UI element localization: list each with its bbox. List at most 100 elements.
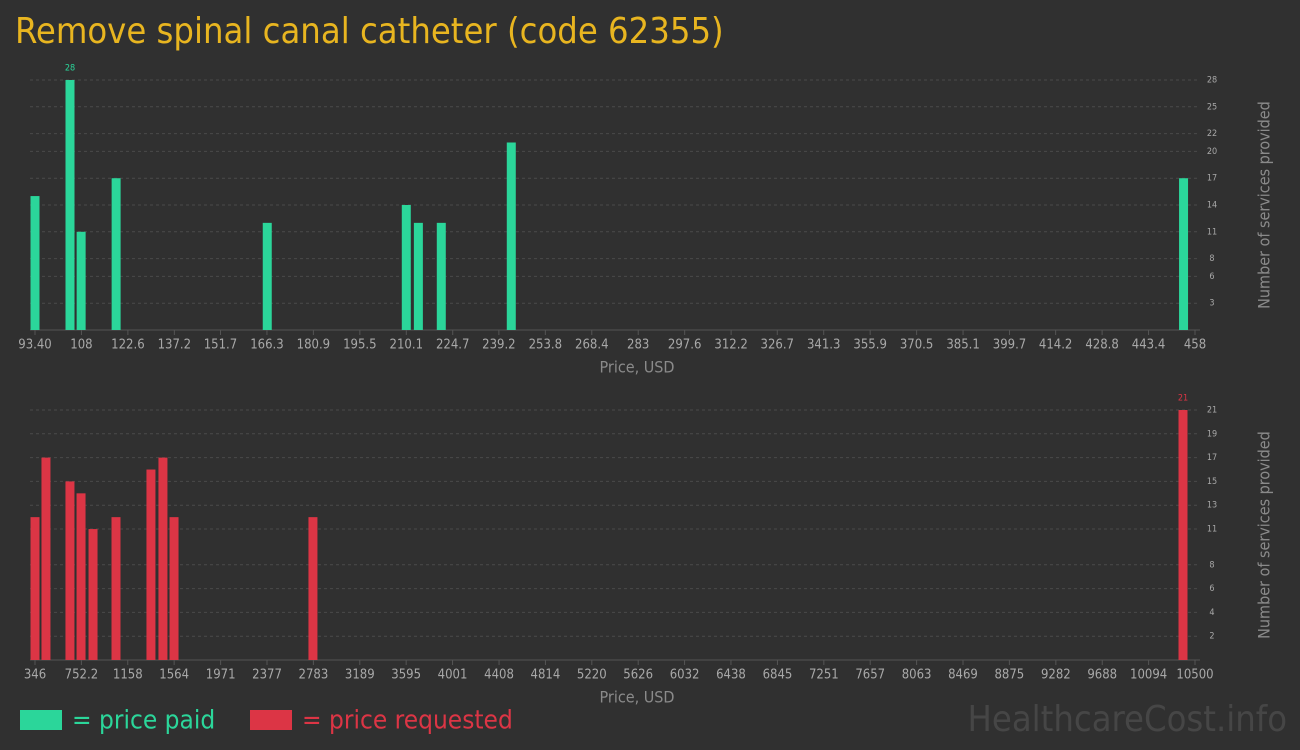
bar [436, 222, 446, 330]
x-tick-label: 8875 [994, 668, 1024, 683]
x-tick-label: 312.2 [714, 338, 747, 353]
x-tick-label: 399.7 [993, 338, 1026, 353]
x-tick-label: 239.2 [482, 338, 515, 353]
x-tick-label: 253.8 [529, 338, 562, 353]
x-tick-label: 180.9 [297, 338, 330, 353]
x-tick-label: 195.5 [343, 338, 376, 353]
bar [146, 469, 156, 660]
bar [65, 481, 75, 660]
y-tick-label: 4 [1209, 608, 1214, 618]
bar [30, 517, 40, 660]
x-tick-label: 346 [24, 668, 46, 683]
bar [76, 231, 86, 330]
x-tick-label: 6032 [670, 668, 700, 683]
x-tick-label: 326.7 [761, 338, 794, 353]
x-tick-label: 8469 [948, 668, 978, 683]
data-label: 21 [1178, 394, 1188, 404]
x-tick-label: 752.2 [65, 668, 98, 683]
x-tick-label: 7657 [855, 668, 885, 683]
x-tick-label: 9282 [1041, 668, 1071, 683]
x-tick-label: 428.8 [1085, 338, 1118, 353]
y-tick-label: 8 [1209, 254, 1214, 264]
x-tick-label: 224.7 [436, 338, 469, 353]
x-tick-label: 4001 [438, 668, 468, 683]
x-tick-label: 2377 [252, 668, 282, 683]
x-tick-label: 3189 [345, 668, 375, 683]
x-tick-label: 268.4 [575, 338, 608, 353]
y-tick-label: 22 [1207, 129, 1217, 139]
y-tick-label: 15 [1207, 477, 1217, 487]
chart-title: Remove spinal canal catheter (code 62355… [15, 11, 724, 52]
y-tick-label: 25 [1207, 102, 1217, 112]
bar [1179, 178, 1189, 330]
x-tick-label: 137.2 [158, 338, 191, 353]
x-tick-label: 210.1 [390, 338, 423, 353]
y-tick-label: 19 [1207, 429, 1217, 439]
bar [413, 222, 423, 330]
bar [308, 517, 318, 660]
y-tick-label: 11 [1207, 525, 1217, 535]
x-tick-label: 10500 [1176, 668, 1213, 683]
x-tick-label: 10094 [1130, 668, 1167, 683]
bar [30, 196, 40, 330]
x-tick-label: 93.40 [18, 338, 51, 353]
bar [111, 517, 121, 660]
x-tick-label: 7251 [809, 668, 839, 683]
x-tick-label: 443.4 [1132, 338, 1165, 353]
bar [506, 142, 516, 330]
y-axis-title: Number of services provided [1255, 101, 1274, 309]
y-tick-label: 6 [1209, 584, 1214, 594]
y-tick-label: 20 [1207, 147, 1217, 157]
y-tick-label: 21 [1207, 406, 1217, 416]
bar [401, 205, 411, 330]
bar [65, 80, 75, 330]
x-tick-label: 6845 [763, 668, 793, 683]
y-tick-label: 8 [1209, 560, 1214, 570]
bar [158, 457, 168, 660]
x-tick-label: 108 [70, 338, 92, 353]
x-tick-label: 3595 [391, 668, 421, 683]
x-tick-label: 370.5 [900, 338, 933, 353]
y-axis-title: Number of services provided [1255, 431, 1274, 639]
x-tick-label: 2783 [299, 668, 329, 683]
data-label: 28 [65, 64, 75, 74]
bar [41, 457, 51, 660]
bar [76, 493, 86, 660]
x-tick-label: 458 [1184, 338, 1206, 353]
x-tick-label: 414.2 [1039, 338, 1072, 353]
x-tick-label: 1564 [159, 668, 189, 683]
x-tick-label: 1158 [113, 668, 143, 683]
x-tick-label: 1971 [206, 668, 236, 683]
x-tick-label: 8063 [902, 668, 932, 683]
legend-swatch [20, 710, 62, 730]
x-tick-label: 355.9 [853, 338, 886, 353]
x-tick-label: 5220 [577, 668, 607, 683]
bar [111, 178, 121, 330]
x-tick-label: 5626 [623, 668, 653, 683]
x-axis-title: Price, USD [600, 688, 675, 707]
x-tick-label: 283 [627, 338, 649, 353]
y-tick-label: 2 [1209, 632, 1214, 642]
y-tick-label: 6 [1209, 272, 1214, 282]
y-tick-label: 28 [1207, 76, 1217, 86]
x-tick-label: 6438 [716, 668, 746, 683]
x-tick-label: 297.6 [668, 338, 701, 353]
y-tick-label: 14 [1207, 201, 1217, 211]
y-tick-label: 17 [1207, 174, 1217, 184]
y-tick-label: 3 [1209, 299, 1214, 309]
legend-label: = price paid [72, 706, 215, 736]
legend-swatch [250, 710, 292, 730]
bar [169, 517, 179, 660]
y-tick-label: 17 [1207, 453, 1217, 463]
x-tick-label: 4814 [531, 668, 561, 683]
y-tick-label: 13 [1207, 501, 1217, 511]
x-tick-label: 151.7 [204, 338, 237, 353]
bar [262, 222, 272, 330]
x-tick-label: 341.3 [807, 338, 840, 353]
legend-label: = price requested [302, 706, 513, 736]
x-axis-title: Price, USD [600, 358, 675, 377]
x-tick-label: 166.3 [250, 338, 283, 353]
